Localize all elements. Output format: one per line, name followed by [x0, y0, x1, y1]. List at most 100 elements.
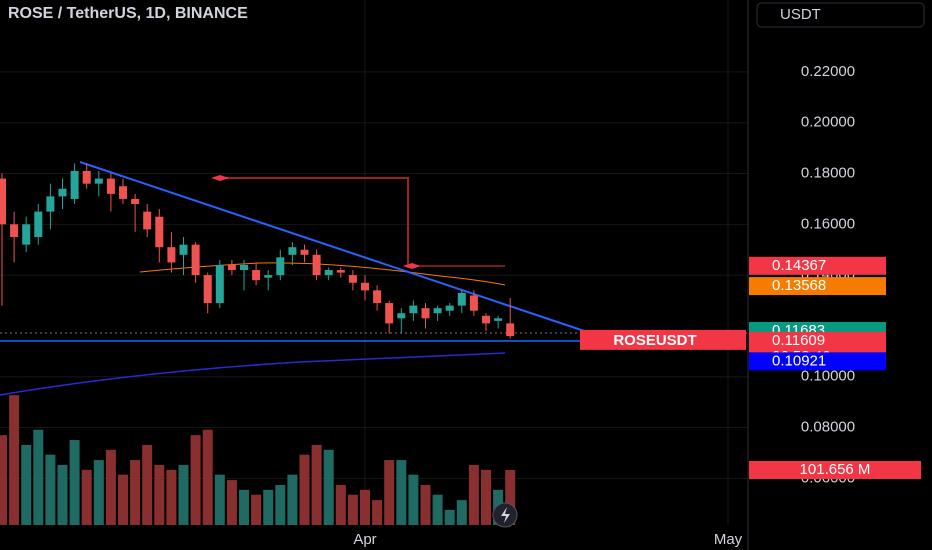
- candle-body: [119, 186, 127, 199]
- candle-body: [143, 211, 152, 230]
- volume-bar: [202, 429, 213, 525]
- candle-body: [34, 211, 43, 238]
- currency-button[interactable]: [756, 2, 925, 28]
- candle-body: [312, 254, 321, 276]
- volume-bar: [311, 444, 322, 525]
- candle-body: [276, 257, 285, 276]
- volume-bar: [214, 474, 225, 525]
- y-tick-label: 0.08000: [801, 419, 855, 436]
- volume-bar: [93, 460, 104, 525]
- volume-bar: [142, 444, 153, 525]
- volume-bar: [190, 435, 201, 525]
- volume-bar: [372, 500, 383, 525]
- price-tag-label: 0.13568: [772, 277, 826, 294]
- volume-bar: [347, 494, 358, 525]
- volume-bar: [9, 395, 20, 525]
- volume-bar: [408, 474, 419, 525]
- candle-body: [227, 264, 236, 271]
- candle-body: [348, 275, 357, 283]
- volume-bar: [360, 489, 370, 525]
- candle-body: [10, 224, 19, 238]
- candle-body: [106, 178, 115, 194]
- candle-body: [264, 275, 273, 278]
- price-tag: [749, 352, 886, 371]
- y-tick-label: 0.22000: [801, 63, 855, 80]
- volume-tag-label: 101.656 M: [800, 461, 871, 478]
- ma-line: [139, 262, 506, 286]
- candle-body: [482, 315, 490, 324]
- volume-bar: [432, 494, 443, 525]
- volume-bar: [299, 454, 310, 525]
- trend-line: [79, 161, 633, 348]
- volume-bar: [69, 440, 80, 525]
- candle-body: [494, 318, 503, 321]
- candle-body: [433, 308, 442, 314]
- candle-body: [191, 244, 200, 276]
- candle-body: [445, 305, 454, 311]
- volume-bar: [57, 464, 68, 525]
- volume-bar: [33, 429, 44, 525]
- volume-bar: [166, 469, 177, 525]
- candle-body: [70, 170, 79, 199]
- volume-bar: [239, 489, 249, 525]
- volume-bar: [420, 484, 431, 525]
- candle-body: [155, 216, 164, 248]
- candle-body: [373, 290, 382, 304]
- volume-bar: [130, 460, 141, 525]
- candle-body: [361, 282, 369, 291]
- price-tag-label: 0.11609: [772, 332, 825, 349]
- volume-bar: [323, 449, 334, 525]
- volume-bar: [263, 489, 274, 525]
- volume-tag: [749, 461, 921, 479]
- candle-body: [324, 270, 333, 276]
- candle-body: [385, 303, 394, 324]
- volume-bar: [226, 480, 237, 525]
- chart-title: ROSE / TetherUS, 1D, BINANCE: [8, 5, 248, 22]
- volume-bar: [287, 474, 298, 525]
- candle-body: [94, 178, 103, 184]
- volume-bar: [251, 494, 262, 525]
- volume-bar: [21, 444, 32, 525]
- y-tick-label: 0.16000: [801, 215, 855, 232]
- volume-bar: [396, 460, 407, 525]
- measure-tool: [220, 177, 409, 265]
- candle-body: [288, 247, 297, 255]
- volume-bar: [275, 484, 286, 525]
- candle-body: [506, 323, 515, 337]
- candle-body: [179, 244, 188, 255]
- volume-bar: [335, 484, 346, 525]
- candle-body: [82, 170, 91, 184]
- candle-body: [397, 313, 406, 319]
- volume-bar: [384, 460, 395, 525]
- volume-bar: [456, 500, 467, 525]
- candle-body: [58, 188, 67, 197]
- candle-body: [131, 198, 140, 204]
- candle-body: [421, 308, 430, 319]
- volume-bar: [444, 509, 455, 525]
- y-tick-label: 0.18000: [801, 164, 855, 181]
- price-tag: [749, 256, 886, 275]
- x-tick-label: Apr: [353, 531, 376, 548]
- volume-bar: [81, 469, 92, 525]
- candle-body: [46, 196, 55, 212]
- candle-body: [203, 275, 212, 304]
- ma-line: [0, 352, 506, 396]
- candle-body: [252, 270, 261, 281]
- y-tick-label: 0.10000: [801, 368, 855, 385]
- volume-bar: [154, 464, 165, 525]
- price-tag-label: 0.10921: [772, 352, 826, 369]
- candles: [0, 163, 515, 339]
- volume-bar: [178, 464, 189, 525]
- x-tick-label: May: [714, 531, 743, 548]
- volume-bar: [105, 449, 116, 525]
- volume-bar: [468, 464, 479, 525]
- y-tick-label: 0.20000: [801, 114, 855, 131]
- volume-pane: [0, 395, 516, 525]
- candle-body: [409, 305, 418, 314]
- candle-body: [300, 249, 309, 255]
- candle-body: [336, 270, 345, 273]
- price-tag: [749, 277, 886, 296]
- candle-body: [0, 178, 6, 225]
- candle-body: [469, 295, 478, 311]
